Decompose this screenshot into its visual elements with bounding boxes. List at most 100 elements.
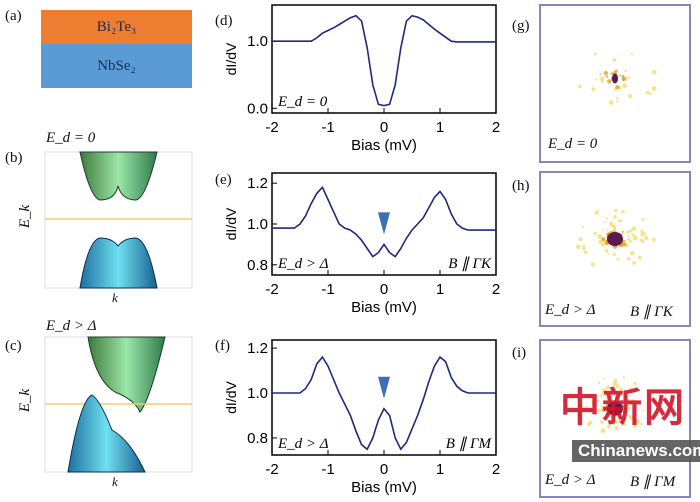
fft-speckle xyxy=(622,83,628,89)
x-tick-label: -1 xyxy=(321,119,334,136)
fft-speckle xyxy=(605,385,611,390)
y-axis-label: dI/dV xyxy=(223,207,239,240)
fft-speckle xyxy=(605,217,608,220)
x-tick-label: 1 xyxy=(436,461,444,478)
fft-frame xyxy=(539,339,691,498)
fft-speckle xyxy=(632,260,636,265)
fft-speckle xyxy=(640,231,646,237)
fft-speckle xyxy=(578,403,584,409)
fft-speckle xyxy=(642,409,645,412)
fft-speckle xyxy=(600,428,606,434)
curve-annotation: E_d > Δ xyxy=(277,256,329,272)
x-tick-label: 2 xyxy=(492,119,500,136)
fft-speckle xyxy=(629,239,632,243)
fft-i-field: B ∥ ΓM xyxy=(630,474,676,490)
fft-speckle xyxy=(593,407,597,410)
fft-speckle xyxy=(613,378,618,383)
fft-speckle xyxy=(595,399,599,403)
fft-speckle xyxy=(575,244,581,250)
fft-h-field: B ∥ ΓK xyxy=(630,304,673,320)
x-tick-label: 1 xyxy=(436,119,444,136)
fft-speckle xyxy=(626,230,630,234)
curve-annotation: E_d > Δ xyxy=(277,436,329,452)
fft-speckle xyxy=(601,80,604,84)
fft-speckle xyxy=(601,237,606,242)
fft-speckle xyxy=(631,226,637,232)
fft-speckle xyxy=(603,377,606,380)
fft-speckle xyxy=(598,239,603,245)
fft-speckle xyxy=(607,424,611,429)
fft-center-peak xyxy=(612,73,618,84)
band-b-title: E_d = 0 xyxy=(46,130,96,146)
fft-speckle xyxy=(597,408,602,413)
fft-speckle xyxy=(630,399,636,405)
fft-speckle xyxy=(624,69,628,73)
panel-label-f: (f) xyxy=(215,338,230,354)
panel-label-c: (c) xyxy=(5,338,22,354)
fft-speckle xyxy=(578,237,583,242)
fft-speckle xyxy=(599,394,603,397)
dIdV-curve xyxy=(272,355,496,451)
y-tick-label: 0.0 xyxy=(247,100,268,117)
fft-speckle xyxy=(623,410,627,414)
chart-f: -2 -1 0 1 2 0.8 1.0 1.2 Bias (mV) dI/dV E_d > Δ B ∥… xyxy=(223,339,500,496)
bi2te3-layer: Bi₂Te₃ xyxy=(41,10,192,44)
y-axis-label: dI/dV xyxy=(223,381,239,414)
fft-speckle xyxy=(604,220,607,223)
fft-speckle xyxy=(641,218,645,222)
fft-speckle xyxy=(614,426,619,431)
fft-speckle xyxy=(604,416,608,420)
fft-i-label: E_d > Δ xyxy=(545,472,596,488)
field-annotation: B ∥ ΓM xyxy=(446,436,493,452)
fft-speckle xyxy=(607,79,612,84)
fft-speckle xyxy=(617,219,621,223)
fft-speckle xyxy=(652,69,657,75)
x-tick-label: -1 xyxy=(321,281,334,298)
fft-speckle xyxy=(594,52,597,56)
fft-speckle xyxy=(606,393,609,397)
fft-speckle xyxy=(591,401,596,406)
panel-label-g: (g) xyxy=(512,18,530,34)
fft-speckle xyxy=(607,393,613,398)
fft-speckle xyxy=(626,244,629,247)
y-tick-label: 1.2 xyxy=(247,340,268,357)
x-tick-label: 0 xyxy=(380,119,388,136)
fft-speckle xyxy=(600,420,604,424)
y-tick-label: 0.8 xyxy=(247,430,268,447)
fft-speckle xyxy=(629,387,634,392)
x-tick-label: -2 xyxy=(265,461,278,478)
fft-speckle xyxy=(582,244,585,247)
fft-speckle xyxy=(622,376,626,379)
fft-speckle xyxy=(591,87,596,92)
x-tick-label: -2 xyxy=(265,281,278,298)
x-tick-label: 1 xyxy=(436,281,444,298)
x-axis-label: Bias (mV) xyxy=(351,299,417,316)
fft-speckle xyxy=(599,76,605,82)
fft-speckle xyxy=(634,418,640,424)
fft-speckle xyxy=(597,381,601,385)
fft-speckle xyxy=(605,397,608,400)
fft-speckle xyxy=(637,255,642,260)
fft-speckle xyxy=(589,410,593,413)
y-tick-label: 1.0 xyxy=(247,385,268,402)
fft-speckle xyxy=(615,420,620,424)
panel-label-h: (h) xyxy=(512,178,530,194)
fft-speckle xyxy=(612,422,616,426)
fft-speckle xyxy=(635,236,638,240)
band-c-valence xyxy=(67,394,146,473)
fft-speckle xyxy=(577,84,582,89)
fft-speckle xyxy=(629,415,635,421)
fft-speckle xyxy=(618,387,624,393)
fft-speckle xyxy=(646,401,650,405)
fft-speckle xyxy=(632,424,637,429)
fft-speckle xyxy=(616,100,619,103)
fft-speckle xyxy=(605,75,609,78)
fft-speckle xyxy=(612,224,617,229)
band-b-conduction xyxy=(79,151,158,201)
fft-speckle xyxy=(639,422,643,426)
fft-speckle xyxy=(606,252,610,255)
y-tick-label: 0.8 xyxy=(247,257,268,274)
y-tick-label: 1.2 xyxy=(247,175,268,192)
